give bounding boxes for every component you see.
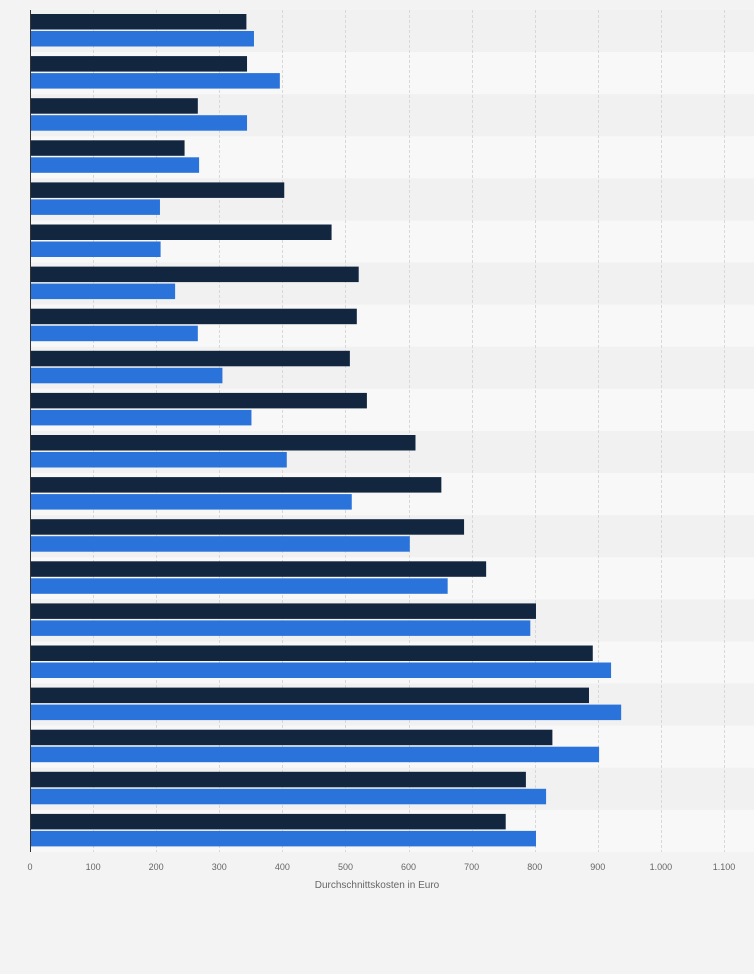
bar-series-2 <box>30 241 161 257</box>
bar-series-1 <box>30 182 285 198</box>
x-axis-label: Durchschnittskosten in Euro <box>315 880 440 891</box>
bar-series-1 <box>30 14 247 30</box>
x-tick-label: 100 <box>86 862 101 872</box>
bar-series-1 <box>30 813 506 830</box>
bar-series-1 <box>30 729 553 746</box>
bar-series-2 <box>30 452 287 468</box>
bar-series-2 <box>30 620 531 636</box>
x-tick-label: 700 <box>464 862 479 872</box>
bar-series-1 <box>30 435 416 451</box>
bar-series-1 <box>30 56 248 72</box>
bar-series-1 <box>30 687 589 704</box>
bar-series-1 <box>30 140 185 156</box>
bar-series-2 <box>30 578 448 594</box>
x-tick-label: 900 <box>590 862 605 872</box>
bar-series-1 <box>30 98 198 114</box>
x-tick-label: 400 <box>275 862 290 872</box>
x-tick-label: 1.000 <box>650 862 673 872</box>
x-tick-label: 300 <box>212 862 227 872</box>
bar-series-1 <box>30 392 367 409</box>
bar-series-1 <box>30 350 350 367</box>
bar-series-1 <box>30 771 526 788</box>
bar-series-2 <box>30 31 254 47</box>
bar-series-2 <box>30 73 280 89</box>
bar-series-2 <box>30 788 547 805</box>
bar-series-1 <box>30 603 536 619</box>
bar-series-1 <box>30 645 593 661</box>
bar-series-2 <box>30 536 410 552</box>
bar-series-1 <box>30 308 357 325</box>
bar-series-2 <box>30 157 200 173</box>
bar-series-2 <box>30 662 612 678</box>
x-tick-label: 0 <box>27 862 32 872</box>
bar-series-2 <box>30 325 198 342</box>
bar-series-1 <box>30 519 465 535</box>
bar-series-2 <box>30 409 252 426</box>
bar-series-1 <box>30 266 359 283</box>
x-tick-label: 800 <box>527 862 542 872</box>
bar-series-2 <box>30 746 600 763</box>
bar-series-2 <box>30 367 223 384</box>
bar-series-1 <box>30 224 332 240</box>
x-tick-label: 500 <box>338 862 353 872</box>
x-tick-label: 200 <box>149 862 164 872</box>
bar-series-2 <box>30 115 248 131</box>
bar-series-2 <box>30 283 176 300</box>
bar-series-1 <box>30 477 442 493</box>
bar-series-2 <box>30 704 622 721</box>
bar-series-2 <box>30 830 536 847</box>
bar-series-1 <box>30 561 487 577</box>
x-tick-label: 1.100 <box>713 862 736 872</box>
bar-series-2 <box>30 494 352 510</box>
x-tick-label: 600 <box>401 862 416 872</box>
bar-series-2 <box>30 199 160 215</box>
